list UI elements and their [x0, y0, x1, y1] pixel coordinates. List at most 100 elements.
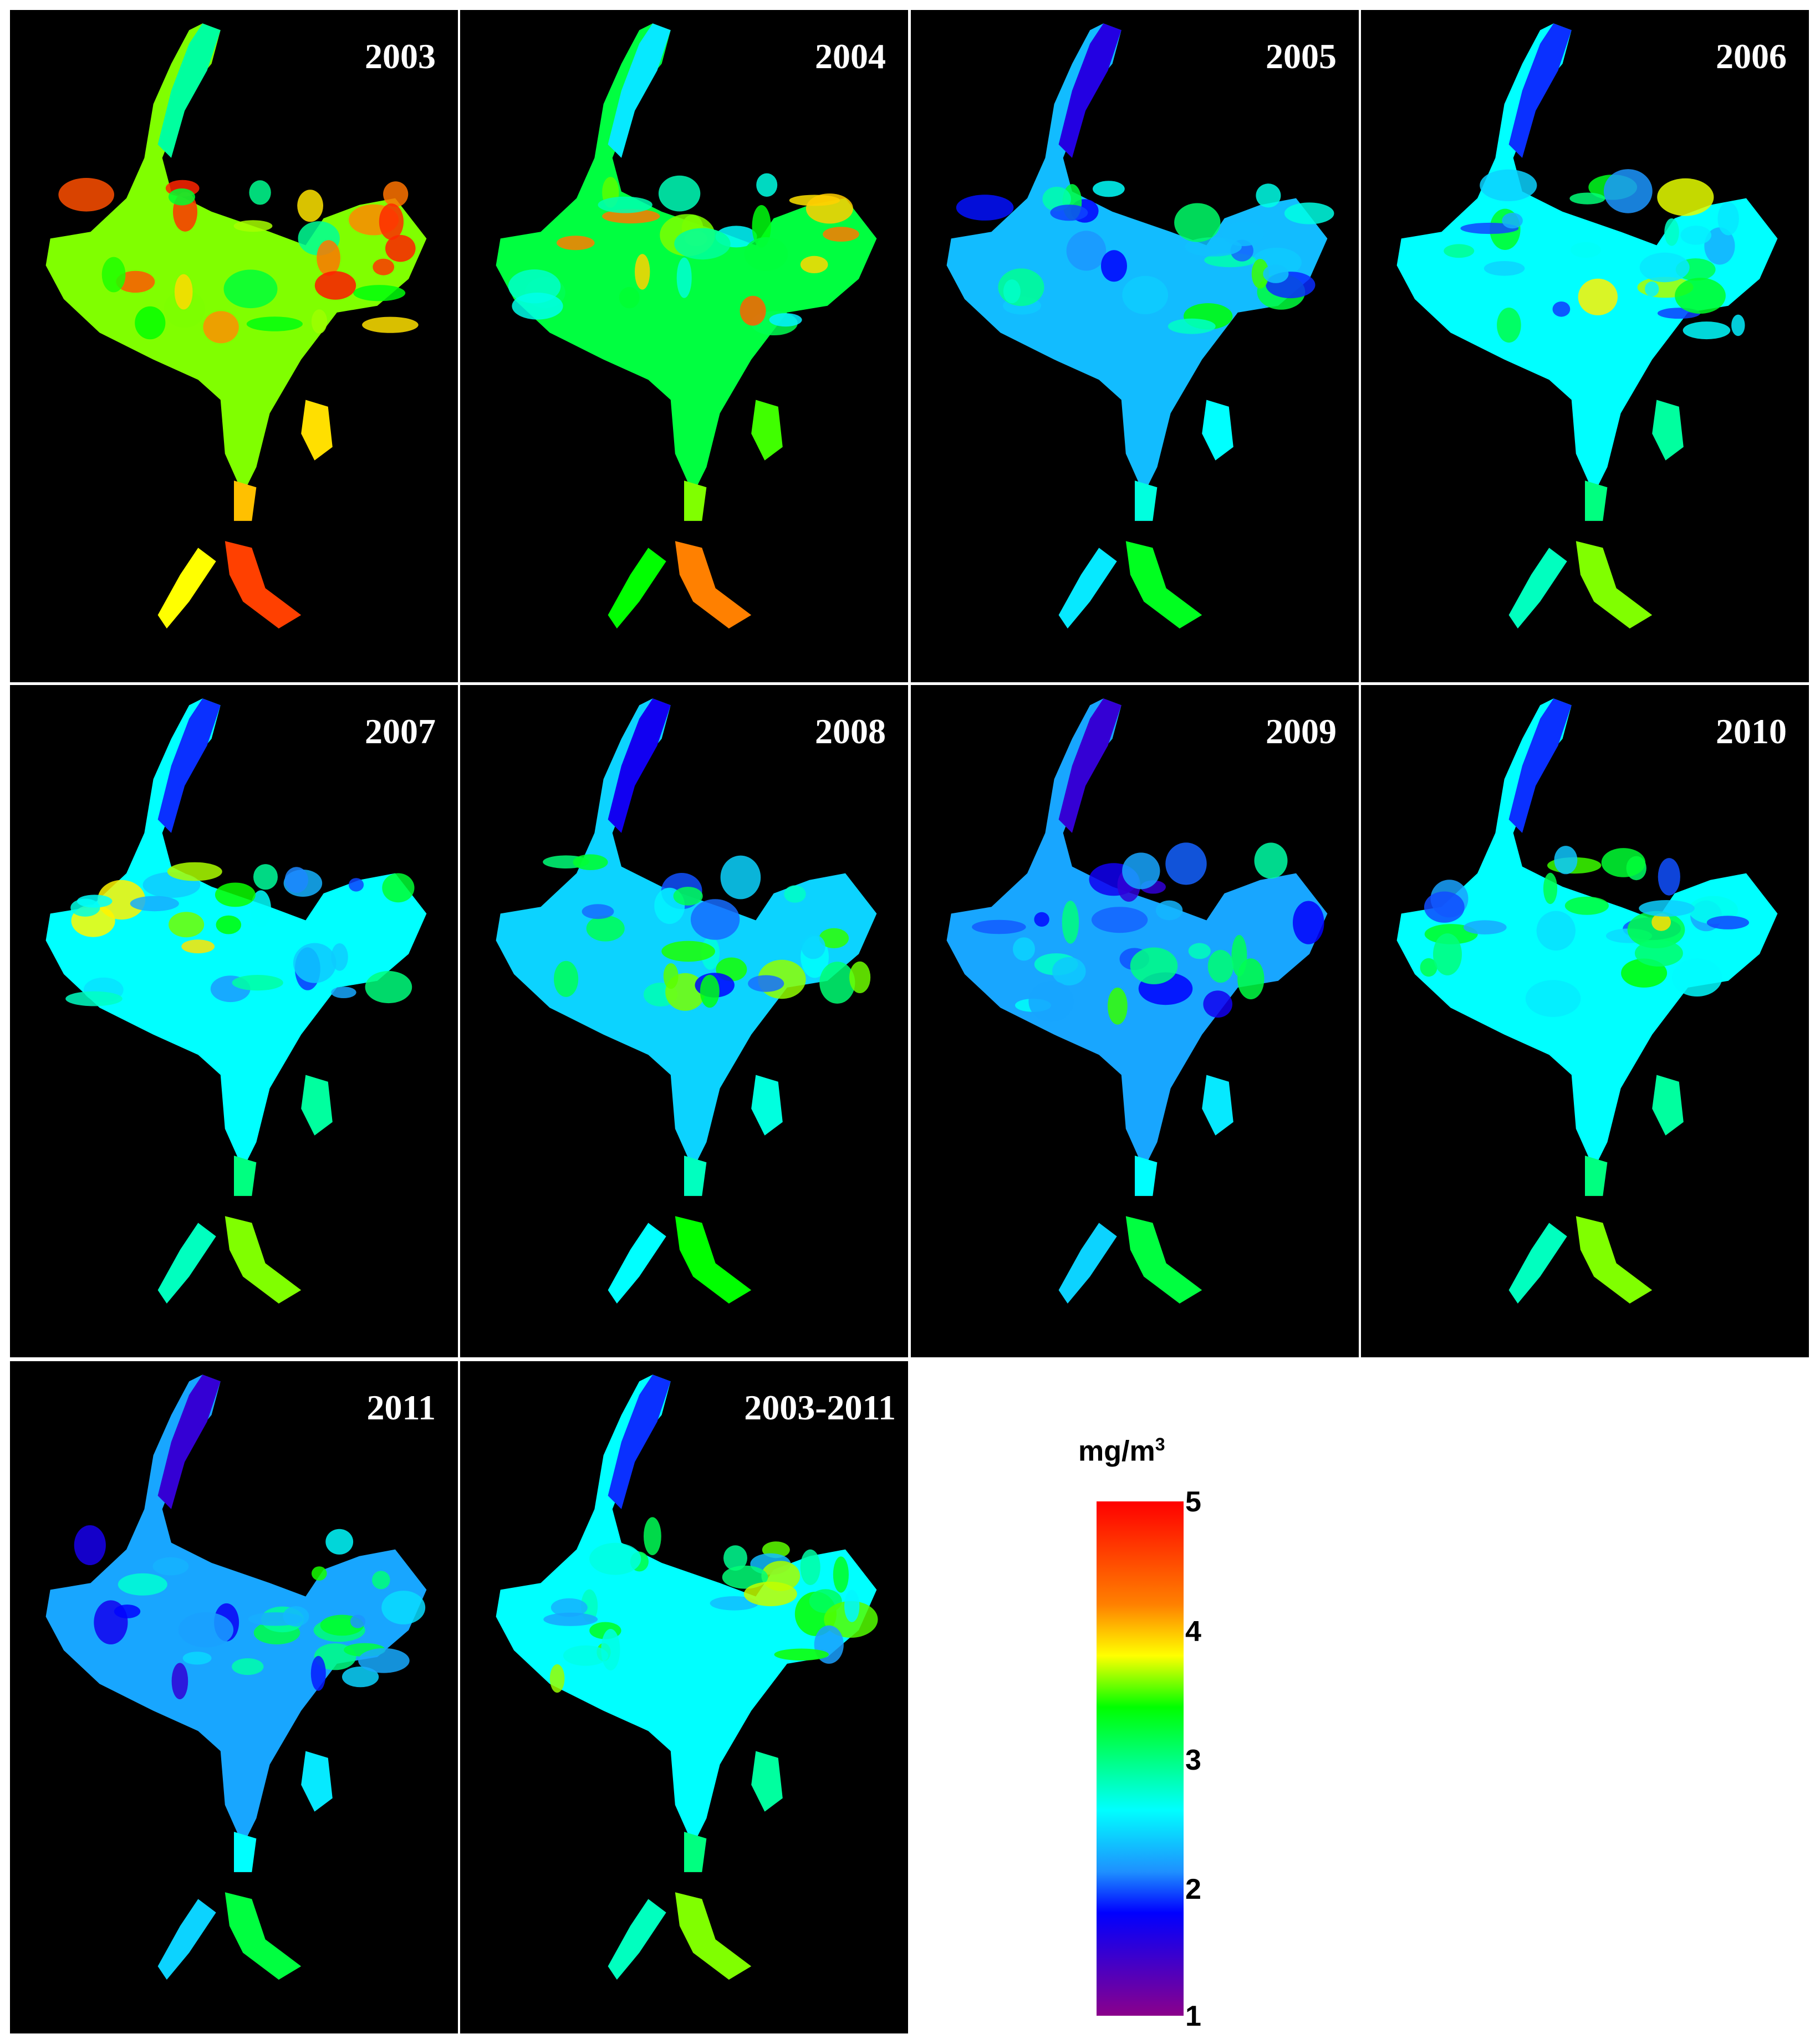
legend-tick-5: 5	[1185, 1486, 1201, 1518]
concentration-patch	[348, 878, 364, 892]
concentration-patch	[1433, 933, 1462, 975]
concentration-patch	[543, 1612, 598, 1626]
concentration-patch	[723, 1545, 747, 1571]
concentration-patch	[101, 257, 126, 293]
concentration-patch	[1502, 212, 1523, 229]
concentration-patch	[844, 1590, 860, 1622]
reservoir-map	[45, 1374, 427, 1980]
concentration-patch	[784, 885, 806, 903]
concentration-patch	[972, 919, 1026, 934]
concentration-patch	[362, 316, 419, 333]
concentration-patch	[381, 1591, 426, 1624]
concentration-patch	[135, 306, 166, 340]
concentration-patch	[1601, 848, 1646, 877]
concentration-patch	[819, 962, 855, 1004]
reservoir-upstream-river	[157, 1374, 221, 1509]
concentration-patch	[1525, 980, 1581, 1017]
legend-unit-label: mg/m3	[1078, 1434, 1165, 1468]
concentration-patch	[215, 882, 256, 907]
reservoir-map	[496, 23, 877, 628]
concentration-patch	[1645, 281, 1659, 297]
reservoir-southwest-arm	[157, 1899, 216, 1980]
panel-year-label: 2011	[366, 1388, 436, 1427]
concentration-patch	[512, 293, 563, 320]
concentration-patch	[232, 1658, 264, 1675]
concentration-patch	[582, 904, 614, 919]
reservoir-east-pool	[1202, 400, 1233, 461]
concentration-patch	[293, 943, 337, 983]
concentration-patch	[819, 928, 849, 948]
reservoir-main-body	[496, 698, 877, 1169]
concentration-patch	[1203, 990, 1232, 1018]
concentration-patch	[700, 974, 720, 1008]
concentration-patch	[1188, 943, 1211, 959]
concentration-patch	[1552, 302, 1571, 317]
concentration-patch	[1672, 958, 1722, 997]
concentration-patch	[1101, 250, 1127, 282]
map-panel: 2004	[460, 10, 908, 682]
concentration-patch	[1013, 937, 1035, 961]
concentration-patch	[314, 271, 356, 300]
concentration-patch	[152, 1557, 189, 1576]
reservoir-east-pool	[1652, 400, 1684, 461]
concentration-patch	[1130, 947, 1178, 984]
concentration-patch	[65, 991, 123, 1006]
concentration-patch	[251, 890, 272, 927]
concentration-patch	[317, 240, 340, 276]
panel-year-label: 2004	[815, 37, 886, 76]
concentration-patch	[1003, 279, 1021, 304]
concentration-patch	[1168, 318, 1216, 334]
concentration-patch	[1571, 242, 1601, 258]
reservoir-south-arm	[225, 1216, 302, 1304]
concentration-patch	[379, 203, 404, 240]
concentration-patch	[1483, 261, 1525, 276]
concentration-patch	[589, 1542, 641, 1575]
concentration-patch	[58, 178, 114, 212]
concentration-patch	[118, 1573, 167, 1596]
reservoir-channel	[684, 1832, 707, 1872]
colorbar	[1097, 1501, 1184, 2016]
concentration-patch	[598, 196, 652, 213]
concentration-patch	[1424, 891, 1465, 923]
reservoir-map	[45, 698, 427, 1304]
concentration-patch	[1284, 202, 1334, 224]
concentration-patch	[1717, 202, 1739, 236]
concentration-patch	[710, 1596, 759, 1611]
concentration-patch	[658, 175, 701, 212]
reservoir-map	[45, 23, 427, 628]
reservoir-southwest-arm	[608, 1223, 666, 1304]
reservoir-southwest-arm	[1058, 1223, 1117, 1304]
panel-year-label: 2006	[1716, 37, 1787, 76]
concentration-patch	[312, 1566, 327, 1581]
panel-year-label: 2007	[365, 712, 436, 751]
reservoir-south-arm	[1125, 541, 1202, 628]
concentration-patch	[181, 939, 215, 954]
reservoir-upstream-river	[157, 698, 221, 833]
concentration-patch	[690, 899, 740, 940]
legend-tick-1: 1	[1185, 2000, 1201, 2032]
concentration-patch	[740, 295, 766, 326]
reservoir-south-arm	[675, 541, 752, 628]
reservoir-upstream-river	[1058, 23, 1121, 158]
concentration-patch	[674, 228, 731, 260]
reservoir-upstream-river	[608, 698, 671, 833]
concentration-patch	[769, 313, 802, 327]
concentration-patch	[800, 256, 828, 273]
reservoir-south-arm	[675, 1892, 752, 1980]
reservoir-southwest-arm	[157, 548, 216, 628]
reservoir-main-body	[1396, 698, 1778, 1169]
concentration-patch	[311, 309, 328, 334]
concentration-patch	[1683, 321, 1731, 340]
map-panel: 2006	[1361, 10, 1809, 682]
reservoir-channel	[234, 481, 257, 521]
concentration-patch	[1034, 912, 1049, 927]
concentration-patch	[635, 254, 650, 290]
concentration-patch	[833, 1556, 849, 1593]
reservoir-southwest-arm	[1508, 1223, 1567, 1304]
concentration-patch	[806, 193, 853, 224]
concentration-patch	[554, 960, 579, 997]
concentration-patch	[203, 311, 239, 344]
map-panel: 2007	[10, 685, 458, 1357]
reservoir-channel	[684, 1156, 707, 1196]
reservoir-map	[1396, 698, 1778, 1304]
